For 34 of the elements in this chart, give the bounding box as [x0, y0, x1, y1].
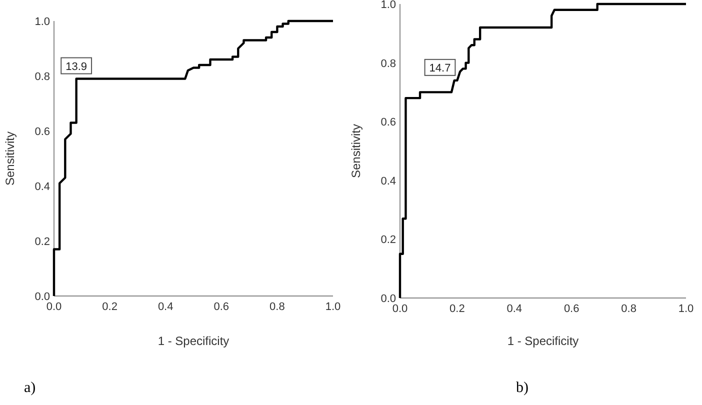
- y-tick-label: 0.8: [380, 58, 396, 70]
- y-tick-label: 0.0: [34, 291, 50, 303]
- x-tick-label: 0.0: [392, 303, 408, 315]
- y-tick-label: 0.2: [34, 236, 50, 248]
- y-tick-label: 0.6: [380, 116, 396, 129]
- x-tick-label: 0.8: [621, 303, 636, 315]
- x-tick-label: 0.2: [102, 301, 118, 313]
- y-axis-title: Sensitivity: [349, 124, 363, 178]
- text: a): [24, 380, 36, 396]
- y-tick-label: 0.6: [34, 126, 50, 138]
- y-axis-title: Sensitivity: [3, 131, 17, 186]
- y-tick-label: 1.0: [380, 0, 396, 11]
- x-tick-label: 0.6: [214, 301, 230, 313]
- x-tick-label: 1.0: [325, 301, 341, 313]
- y-tick-label: 0.0: [380, 293, 396, 305]
- y-tick-label: 0.4: [380, 175, 396, 188]
- x-tick-label: 0.8: [270, 301, 285, 313]
- x-tick-label: 0.6: [564, 303, 580, 315]
- y-tick-label: 0.4: [34, 181, 50, 193]
- x-tick-label: 0.0: [46, 301, 62, 313]
- y-tick-label: 0.8: [34, 71, 50, 83]
- x-tick-label: 0.4: [506, 303, 522, 315]
- y-tick-label: 0.2: [380, 234, 396, 246]
- line-series: [398, 2, 688, 300]
- x-tick-label: 0.2: [450, 303, 465, 315]
- y-tick-label: 1.0: [34, 16, 50, 28]
- x-tick-label: 1.0: [678, 303, 694, 315]
- line-series: [52, 20, 334, 298]
- x-axis-title: 1 - Specificity: [507, 334, 579, 348]
- x-axis-title: 1 - Specificity: [158, 334, 230, 348]
- annotation: 14.7: [429, 62, 451, 74]
- annotation: 13.9: [66, 60, 88, 73]
- text: b): [516, 380, 528, 396]
- x-tick-label: 0.4: [158, 301, 174, 313]
